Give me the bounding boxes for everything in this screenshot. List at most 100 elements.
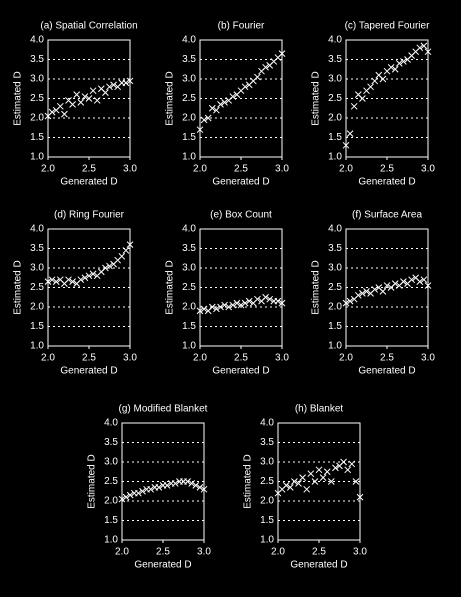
marker <box>118 252 126 260</box>
y-axis-label: Estimated D <box>13 71 24 125</box>
y-axis-label: Estimated D <box>311 71 322 125</box>
x-tick-label: 3.0 <box>197 547 211 558</box>
x-tick-label: 2.5 <box>380 164 394 175</box>
marker <box>387 63 395 71</box>
marker <box>266 295 274 303</box>
marker <box>359 95 366 102</box>
marker <box>391 65 399 73</box>
marker <box>241 83 249 91</box>
plot-frame <box>345 39 429 158</box>
marker <box>340 458 347 466</box>
y-tick-label: 1.5 <box>182 132 196 143</box>
subplot-title: (g) Modified Blanket <box>119 404 208 415</box>
marker <box>213 305 220 313</box>
marker <box>208 303 216 311</box>
y-tick-label: 3.5 <box>182 54 196 65</box>
x-tick-label: 3.0 <box>353 547 367 558</box>
x-tick-label: 2.0 <box>271 547 285 558</box>
y-tick-label: 3.5 <box>104 437 118 448</box>
x-axis-label: Generated D <box>212 177 269 188</box>
x-tick-label: 2.5 <box>82 164 96 175</box>
subplot: (e) Box Count 1.0 1.5 2.0 2.5 3.0 3.5 4.0 2.0 2.5… <box>165 210 290 377</box>
y-tick-label: 1.0 <box>260 535 274 546</box>
y-tick-label: 1.5 <box>30 321 44 332</box>
y-tick-label: 2.5 <box>104 476 118 487</box>
marker <box>135 489 142 497</box>
marker <box>126 241 134 248</box>
marker <box>395 60 403 67</box>
y-tick-label: 4.0 <box>328 35 342 46</box>
marker <box>204 114 212 122</box>
marker <box>200 116 208 124</box>
x-tick-label: 3.0 <box>123 164 137 175</box>
y-tick-label: 2.5 <box>328 282 342 293</box>
subplot-title: (a) Spatial Correlation <box>40 21 137 32</box>
y-axis-label: Estimated D <box>13 260 24 314</box>
plot-frame <box>47 39 131 158</box>
marker <box>89 270 97 278</box>
x-tick-label: 2.5 <box>380 353 394 364</box>
marker <box>278 50 286 58</box>
marker <box>229 301 237 309</box>
marker <box>379 288 387 295</box>
marker <box>221 301 228 309</box>
marker <box>102 264 109 272</box>
subplot: (g) Modified Blanket 1.0 1.5 2.0 2.5 3.0 3.5 4.… <box>87 404 212 571</box>
marker <box>420 276 428 284</box>
y-tick-label: 2.5 <box>30 93 44 104</box>
marker <box>315 466 323 474</box>
x-axis-label: Generated D <box>290 560 347 571</box>
marker <box>81 93 89 100</box>
marker <box>102 89 109 97</box>
marker <box>196 483 204 491</box>
marker <box>319 474 327 481</box>
y-tick-label: 3.0 <box>182 263 196 274</box>
marker <box>61 110 68 118</box>
y-tick-label: 4.0 <box>182 224 196 235</box>
y-tick-label: 4.0 <box>30 224 44 235</box>
marker <box>350 102 358 110</box>
subplot: (a) Spatial Correlation 1.0 1.5 2.0 2.5 3.0 3.… <box>13 21 138 188</box>
y-tick-label: 4.0 <box>328 224 342 235</box>
marker <box>371 286 379 293</box>
subplot: (h) Blanket 1.0 1.5 2.0 2.5 3.0 3.5 4.0 2.0 2.5 3.… <box>243 404 368 571</box>
marker <box>391 280 399 287</box>
marker <box>241 299 249 307</box>
marker <box>163 482 171 489</box>
marker <box>155 483 163 491</box>
x-tick-label: 2.0 <box>339 164 353 175</box>
marker <box>307 470 315 478</box>
x-tick-label: 2.0 <box>193 353 207 364</box>
marker <box>311 478 319 485</box>
plot-frame <box>199 228 283 347</box>
marker <box>106 262 113 270</box>
plot-frame <box>345 228 429 347</box>
y-tick-label: 3.0 <box>260 457 274 468</box>
marker <box>323 468 331 476</box>
marker <box>48 276 56 284</box>
marker <box>48 108 56 116</box>
x-tick-label: 3.0 <box>275 353 289 364</box>
marker <box>184 478 191 485</box>
marker <box>346 297 354 305</box>
y-tick-label: 1.0 <box>104 535 118 546</box>
y-tick-label: 1.5 <box>328 321 342 332</box>
marker <box>126 77 134 85</box>
marker <box>93 97 101 104</box>
subplot: (d) Ring Fourier 1.0 1.5 2.0 2.5 3.0 3.5 4.0 2.0… <box>13 210 138 377</box>
y-tick-label: 4.0 <box>30 35 44 46</box>
marker <box>52 278 60 286</box>
x-axis-label: Generated D <box>134 560 191 571</box>
marker <box>106 83 113 91</box>
y-tick-label: 3.0 <box>182 74 196 85</box>
y-tick-label: 2.5 <box>182 93 196 104</box>
marker <box>352 478 360 485</box>
marker <box>147 485 155 493</box>
subplot-title: (b) Fourier <box>218 21 265 32</box>
y-tick-label: 3.5 <box>328 54 342 65</box>
y-tick-label: 1.5 <box>30 132 44 143</box>
y-tick-label: 2.5 <box>182 282 196 293</box>
y-tick-label: 3.0 <box>30 74 44 85</box>
marker <box>383 282 391 289</box>
marker <box>221 99 228 106</box>
